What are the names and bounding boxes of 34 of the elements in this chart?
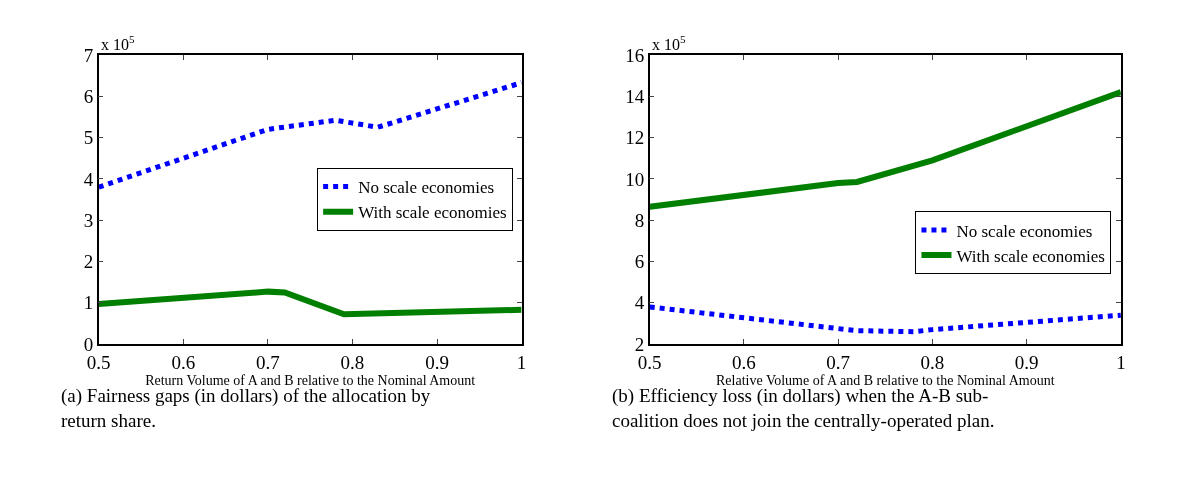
y-tick-label: 4 — [634, 292, 645, 314]
text: (a) Fairness gaps (in dollars) of the allocation by return share. — [61, 385, 431, 431]
y-tick-label: 8 — [634, 209, 645, 231]
legend-label: No scale economies — [358, 178, 495, 198]
x-tick-label: 0.8 — [340, 351, 365, 373]
x-tick-label: 0.9 — [425, 351, 449, 373]
y-tick-label: 2 — [83, 251, 94, 273]
x-tick-label: 0.8 — [920, 351, 945, 373]
x-tick-label: 0.6 — [171, 351, 196, 373]
y-tick-label: 10 — [625, 168, 645, 190]
y-tick-label: 16 — [625, 44, 645, 66]
x-tick-label: 1 — [1116, 351, 1126, 373]
text: x 10$^{5}$ — [101, 33, 135, 53]
legend-label: With scale economies — [358, 203, 507, 223]
legend-label: No scale economies — [956, 221, 1093, 241]
x-tick-label: 0.7 — [256, 351, 280, 373]
x-tick-label: 0.6 — [732, 351, 756, 373]
y-tick-label: 6 — [83, 85, 94, 107]
y-tick-label: 4 — [83, 168, 94, 190]
y-tick-label: 5 — [83, 127, 94, 149]
y-tick-label: 7 — [83, 44, 94, 66]
x-tick-label: 0.9 — [1014, 351, 1039, 373]
y-tick-label: 12 — [625, 127, 645, 149]
x-tick-label: 0.7 — [826, 351, 851, 373]
y-tick-label: 14 — [625, 85, 645, 107]
x-axis-title: Return Volume of A and B relative to the Nominal Amount — [145, 372, 476, 388]
text: (b) Efficiency loss (in dollars) when the A-B sub-coalition does not join the centrally-operated plan. — [612, 385, 995, 431]
y-tick-label: 3 — [83, 209, 94, 231]
legend-label: With scale economies — [956, 246, 1105, 266]
x-axis-title: Relative Volume of A and B relative to the Nominal Amount — [716, 372, 1055, 388]
text: x 10$^{5}$ — [652, 33, 686, 53]
y-tick-label: 6 — [634, 251, 645, 273]
y-tick-label: 1 — [83, 292, 94, 314]
x-tick-label: 1 — [516, 351, 527, 373]
